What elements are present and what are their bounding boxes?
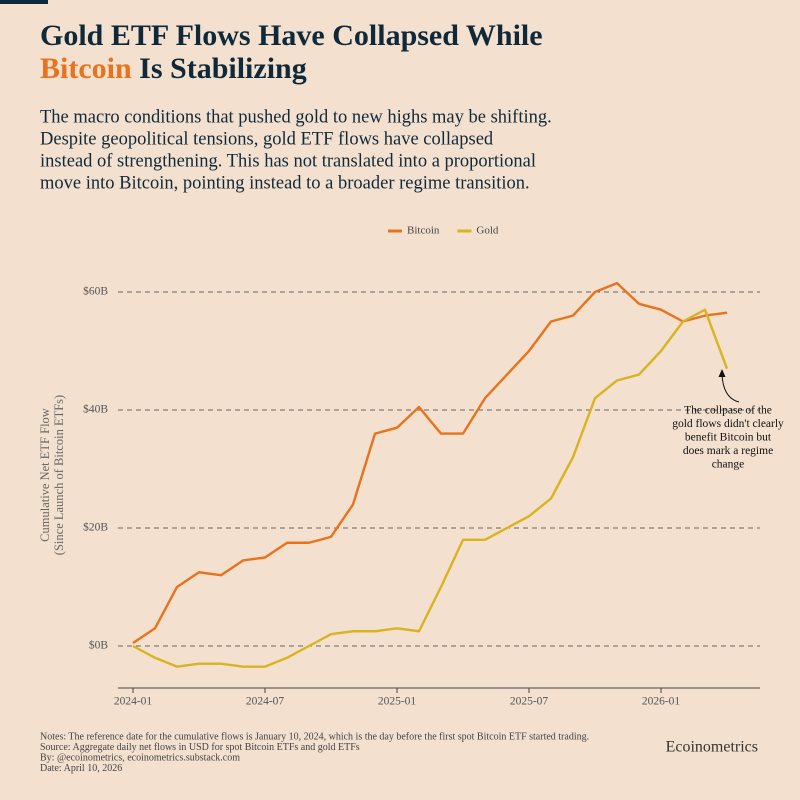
title-line: Gold ETF Flows Have Collapsed While: [40, 19, 543, 52]
title-rest: Is Stabilizing: [139, 52, 307, 85]
series-line: [132, 308, 729, 668]
annotation: The collpase of the: [684, 405, 772, 417]
subtitle-line: instead of strengthening. This has not t…: [40, 151, 536, 171]
subtitle-line: move into Bitcoin, pointing instead to a…: [40, 173, 530, 193]
note-line: Source: Aggregate daily net flows in USD…: [40, 742, 360, 753]
note-line: Notes: The reference date for the cumula…: [40, 731, 589, 742]
annotation: gold flows didn't clearly: [672, 418, 784, 430]
accent-bar: [0, 0, 48, 4]
note-line: By: @ecoinometrics, ecoinometrics.substa…: [40, 752, 240, 763]
x-tick-label: 2024-01: [114, 696, 153, 708]
x-tick-label: 2026-01: [642, 696, 681, 708]
series-line: [132, 281, 728, 645]
annotation-arrow: [721, 373, 740, 403]
brand: Ecoinometrics: [666, 739, 758, 756]
y-axis-label: (Since Launch of Bitcoin ETFs): [52, 395, 66, 555]
legend-label: Gold: [476, 225, 499, 237]
legend: Bitcoin Gold: [388, 225, 499, 237]
arrow-head: [718, 369, 726, 377]
x-tick-label: 2025-07: [510, 696, 549, 708]
y-axis-label: Cumulative Net ETF Flow: [38, 408, 52, 542]
title-line: Bitcoin Is Stabilizing: [40, 52, 307, 85]
annotation: change: [712, 459, 745, 471]
subtitle-line: Despite geopolitical tensions, gold ETF …: [40, 129, 494, 149]
annotation: benefit Bitcoin but: [685, 432, 772, 444]
y-tick-label: $20B: [83, 521, 108, 534]
notes: Notes: The reference date for the cumula…: [40, 731, 589, 774]
annotation: does mark a regime: [683, 445, 773, 457]
legend-label: Bitcoin: [407, 225, 440, 237]
subtitle-line: The macro conditions that pushed gold to…: [40, 107, 552, 127]
y-tick-label: $0B: [89, 639, 109, 652]
x-tick-label: 2024-07: [246, 696, 285, 708]
y-tick-label: $60B: [83, 285, 108, 298]
title-highlight: Bitcoin: [40, 52, 132, 85]
x-tick-label: 2025-01: [378, 696, 417, 708]
subtitle: The macro conditions that pushed gold to…: [40, 107, 552, 193]
y-tick-label: $40B: [83, 403, 108, 416]
plot: $0B $20B $40B $60B 2024-01 2024-07 2025-01 2025…: [38, 281, 784, 708]
note-line: Date: April 10, 2026: [40, 763, 122, 774]
